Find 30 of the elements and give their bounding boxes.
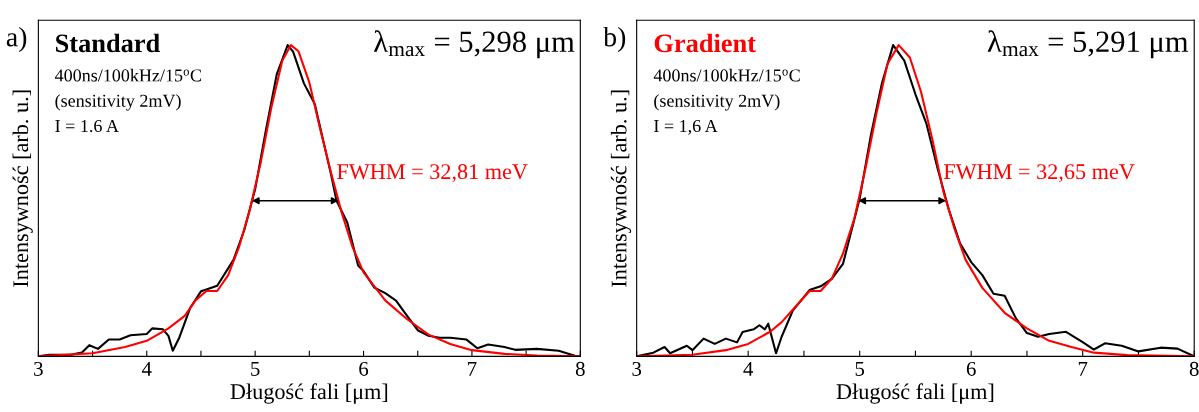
x-axis-title: Długość fali [μm] — [230, 383, 388, 404]
x-tick-label: 8 — [575, 361, 585, 376]
x-tick-label: 5 — [251, 362, 260, 376]
y-axis-title: Intensywność [arb. u.] — [610, 90, 632, 287]
annotation: I = 1.6 A — [55, 119, 119, 133]
annotation: λ$_{max}$ = 5,298 μm — [374, 30, 575, 59]
annotation: 400ns/100kHz/15$^{o}$C — [653, 68, 800, 82]
x-tick-label: 6 — [966, 361, 976, 376]
text: b) — [603, 26, 626, 53]
x-tick-label: 4 — [743, 361, 754, 376]
x-tick-label: 6 — [359, 361, 369, 376]
x-tick-label: 8 — [1189, 361, 1199, 376]
chart-title: Standard — [56, 33, 160, 53]
x-tick-label: 4 — [141, 361, 152, 376]
annotation: FWHM = 32,65 meV — [943, 164, 1135, 183]
annotation: (sensitivity 2mV) — [654, 94, 780, 111]
x-tick-label: 3 — [632, 361, 642, 376]
annotation: I = 1,6 A — [654, 119, 718, 135]
x-tick-label: 5 — [855, 362, 865, 376]
y-axis-title: Intensywność [arb. u.] — [12, 90, 33, 287]
annotation: 400ns/100kHz/15$^{o}$C — [54, 68, 201, 82]
annotation: (sensitivity 2mV) — [55, 94, 181, 111]
text: a) — [6, 26, 27, 53]
chart-title: Gradient — [654, 33, 756, 53]
x-tick-label: 7 — [468, 362, 477, 376]
x-axis-title: Długość fali [μm] — [836, 383, 994, 404]
annotation: FWHM = 32,81 meV — [337, 164, 528, 183]
x-tick-label: 3 — [34, 361, 43, 376]
annotation: λ$_{max}$ = 5,291 μm — [987, 30, 1189, 59]
x-tick-label: 7 — [1078, 362, 1088, 376]
